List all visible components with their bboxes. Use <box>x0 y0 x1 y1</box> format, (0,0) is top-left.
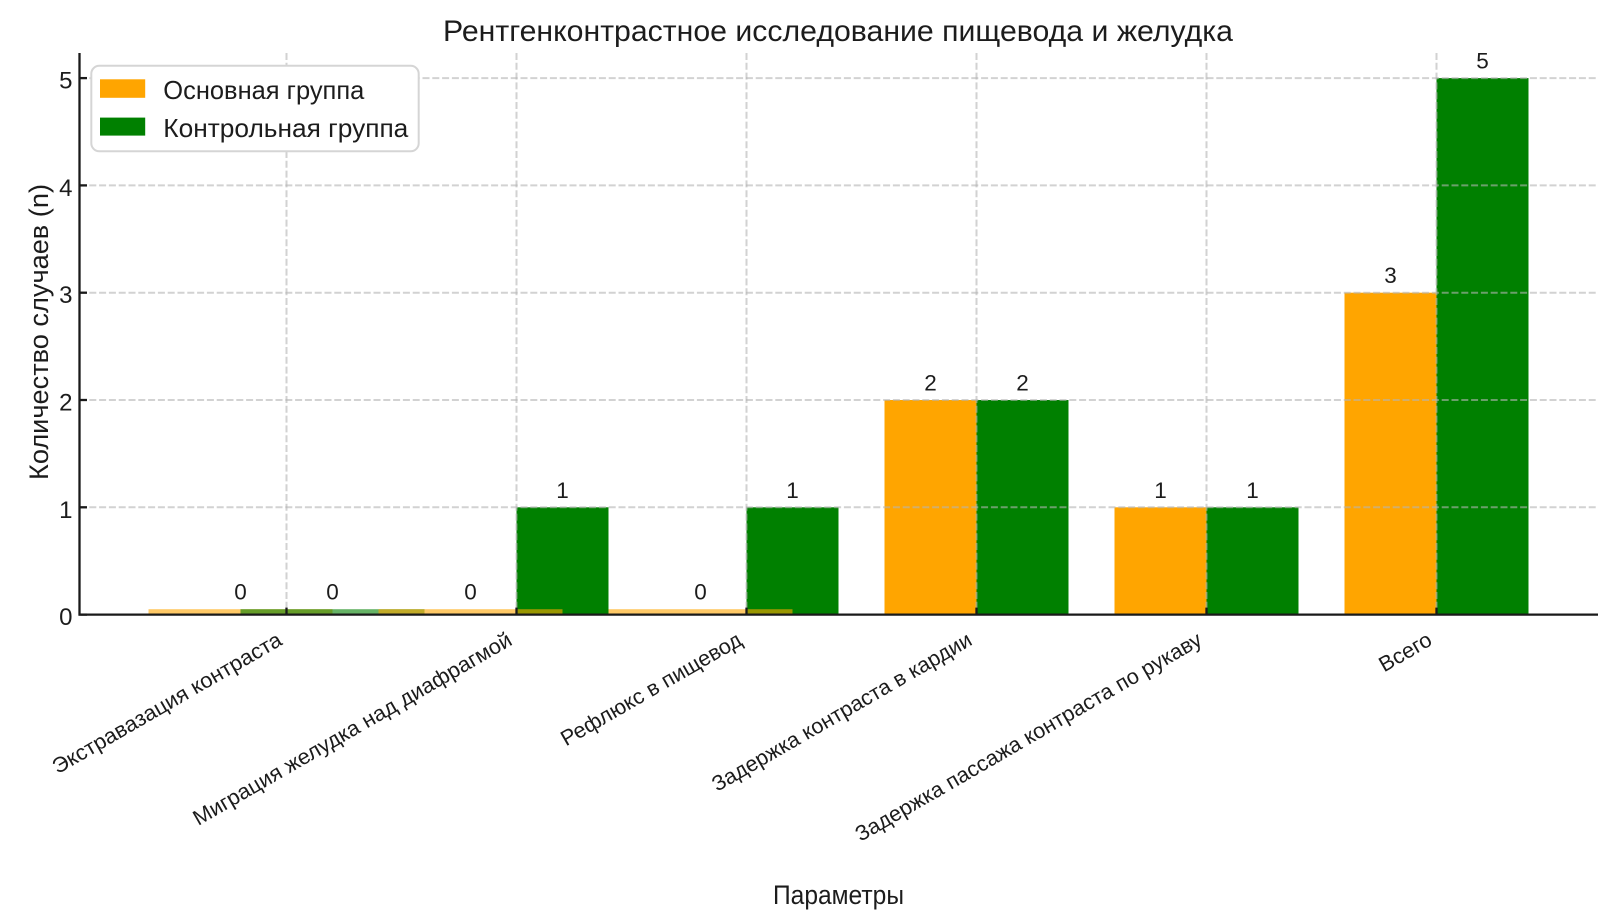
svg-text:Количество случаев (n): Количество случаев (n) <box>24 184 54 480</box>
svg-text:2: 2 <box>1016 371 1029 396</box>
svg-text:1: 1 <box>786 478 799 503</box>
svg-text:0: 0 <box>234 580 247 605</box>
svg-text:5: 5 <box>59 68 72 95</box>
svg-text:Контрольная группа: Контрольная группа <box>163 113 409 143</box>
svg-text:1: 1 <box>1246 478 1259 503</box>
svg-text:3: 3 <box>59 282 72 309</box>
svg-text:0: 0 <box>326 580 339 605</box>
svg-text:1: 1 <box>1154 478 1167 503</box>
svg-text:0: 0 <box>59 604 72 631</box>
svg-text:1: 1 <box>556 478 569 503</box>
svg-text:0: 0 <box>464 580 477 605</box>
svg-text:2: 2 <box>59 390 72 417</box>
svg-text:Основная группа: Основная группа <box>163 75 365 105</box>
svg-text:5: 5 <box>1476 49 1489 74</box>
svg-text:2: 2 <box>924 371 937 396</box>
svg-text:1: 1 <box>59 497 72 524</box>
svg-text:4: 4 <box>59 175 72 202</box>
svg-text:Рентгенконтрастное исследовани: Рентгенконтрастное исследование пищевода… <box>443 15 1233 48</box>
svg-text:0: 0 <box>694 580 707 605</box>
svg-text:3: 3 <box>1384 263 1397 288</box>
svg-text:Параметры: Параметры <box>773 880 904 910</box>
